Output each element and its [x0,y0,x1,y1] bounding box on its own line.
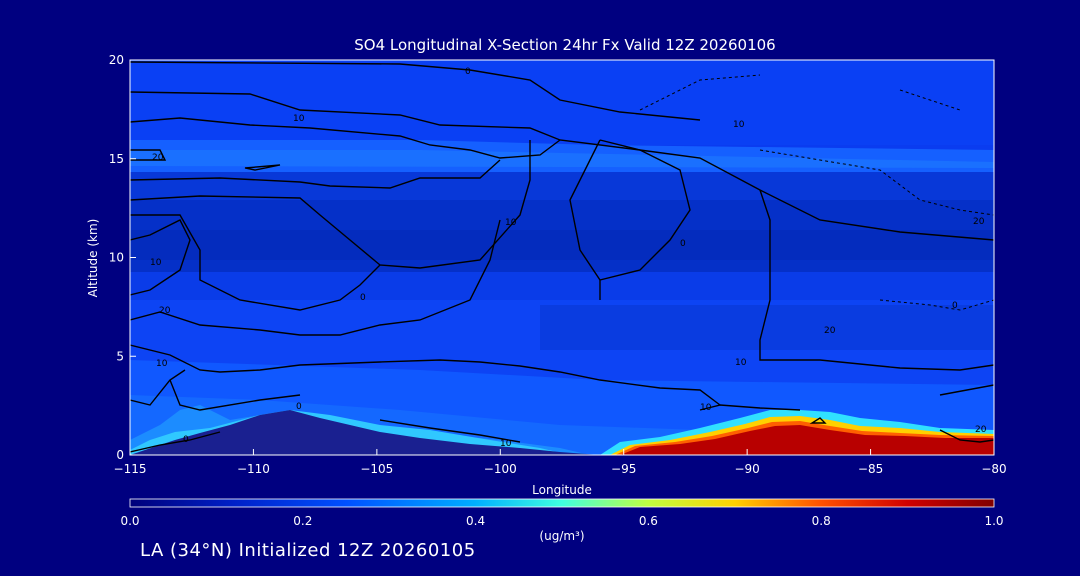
contour-label: 10 [700,403,712,413]
chart-title: SO4 Longitudinal X-Section 24hr Fx Valid… [354,36,775,54]
contour-label: 0 [952,301,958,311]
contour-label: 10 [735,358,747,368]
x-axis: −115 −110 −105 −100 −95 −90 −85 −80 [114,449,1007,476]
x-tick-label: −95 [611,462,636,476]
contour-label: 10 [293,114,305,124]
contour-label: 10 [505,218,517,228]
contour-label: 20 [824,326,836,336]
contour-label: 0 [680,239,686,249]
contour-label: 0 [183,435,189,445]
colorbar-ticks: 0.0 0.2 0.4 0.6 0.8 1.0 [120,514,1003,528]
contour-label: 10 [150,258,162,268]
contour-lines [130,61,994,453]
contour-label: 0 [360,293,366,303]
colorbar [129,498,995,508]
x-tick-label: −110 [237,462,270,476]
y-tick-label: 10 [109,251,124,265]
y-axis: 0 5 10 15 20 [109,53,136,462]
y-tick-label: 20 [109,53,124,67]
colorbar-tick-label: 1.0 [984,514,1003,528]
dashed-contours [639,74,994,311]
colorbar-tick-label: 0.0 [120,514,139,528]
contour-label: 10 [733,120,745,130]
y-axis-label: Altitude (km) [86,219,100,298]
x-tick-label: −80 [981,462,1006,476]
run-caption: LA (34°N) Initialized 12Z 20260105 [140,540,476,561]
y-tick-label: 5 [116,349,124,363]
y-tick-label: 15 [109,152,124,166]
heatmap-field: 0 10 20 10 20 10 10 0 10 20 0 0 0 10 10 20 10 20 0 [130,60,994,455]
x-axis-label: Longitude [532,483,592,497]
x-tick-label: −90 [734,462,759,476]
colorbar-tick-label: 0.6 [639,514,658,528]
x-tick-label: −105 [360,462,393,476]
contour-label: 10 [156,359,168,369]
x-tick-label: −85 [858,462,883,476]
x-tick-label: −115 [114,462,147,476]
contour-label-layer: 0 10 20 10 20 10 10 0 10 20 0 0 0 10 10 20 10 20 0 [150,67,987,449]
colorbar-tick-label: 0.2 [293,514,312,528]
contour-label: 20 [975,425,987,435]
colorbar-tick-label: 0.4 [466,514,485,528]
y-tick-label: 0 [116,448,124,462]
contour-label: 10 [500,439,512,449]
x-tick-label: −100 [484,462,517,476]
contour-label: 20 [152,153,164,163]
contour-label: 0 [465,67,471,77]
colorbar-tick-label: 0.8 [812,514,831,528]
contour-label: 20 [159,306,171,316]
contour-label: 20 [973,217,985,227]
colorbar-label: (ug/m³) [539,529,584,543]
contour-label: 0 [296,402,302,412]
